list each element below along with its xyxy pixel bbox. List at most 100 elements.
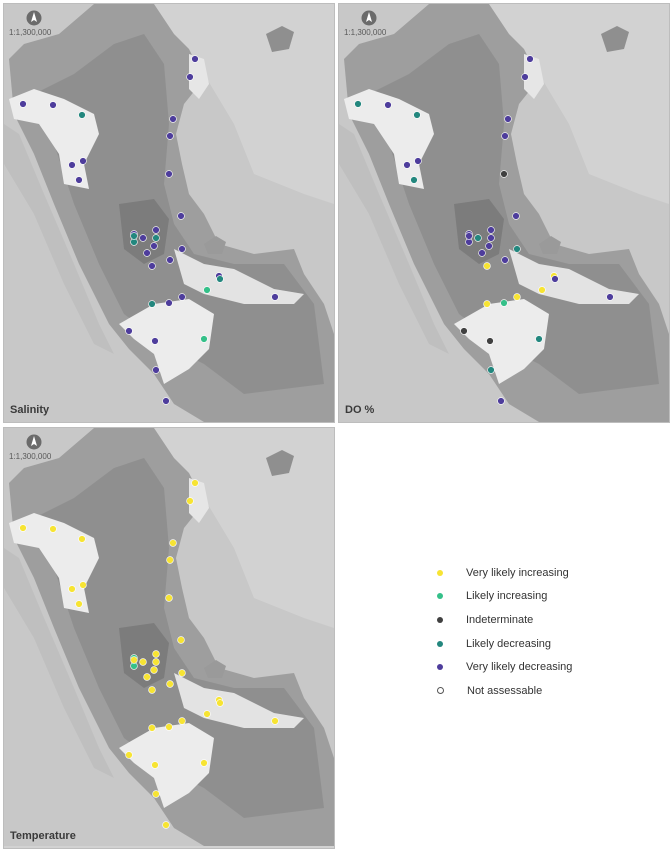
- site-marker[interactable]: [152, 234, 160, 242]
- site-marker[interactable]: [501, 256, 509, 264]
- north-arrow-icon: [26, 434, 42, 450]
- site-marker[interactable]: [78, 535, 86, 543]
- site-marker[interactable]: [152, 366, 160, 374]
- site-marker[interactable]: [148, 262, 156, 270]
- site-marker[interactable]: [497, 397, 505, 405]
- site-marker[interactable]: [169, 115, 177, 123]
- site-marker[interactable]: [384, 101, 392, 109]
- site-marker[interactable]: [148, 300, 156, 308]
- site-marker[interactable]: [78, 111, 86, 119]
- site-marker[interactable]: [68, 585, 76, 593]
- site-marker[interactable]: [487, 234, 495, 242]
- site-marker[interactable]: [75, 600, 83, 608]
- site-marker[interactable]: [403, 161, 411, 169]
- site-marker[interactable]: [216, 699, 224, 707]
- site-marker[interactable]: [79, 581, 87, 589]
- site-marker[interactable]: [460, 327, 468, 335]
- site-marker[interactable]: [177, 212, 185, 220]
- site-marker[interactable]: [200, 759, 208, 767]
- site-marker[interactable]: [130, 656, 138, 664]
- site-marker[interactable]: [19, 524, 27, 532]
- panel-title: Temperature: [10, 830, 76, 842]
- site-marker[interactable]: [49, 101, 57, 109]
- legend-label: Very likely increasing: [466, 566, 569, 579]
- site-marker[interactable]: [148, 724, 156, 732]
- site-marker[interactable]: [166, 132, 174, 140]
- site-marker[interactable]: [410, 176, 418, 184]
- site-marker[interactable]: [474, 234, 482, 242]
- site-marker[interactable]: [200, 335, 208, 343]
- site-marker[interactable]: [203, 286, 211, 294]
- site-marker[interactable]: [191, 55, 199, 63]
- site-marker[interactable]: [143, 673, 151, 681]
- site-marker[interactable]: [513, 293, 521, 301]
- site-marker[interactable]: [606, 293, 614, 301]
- site-marker[interactable]: [191, 479, 199, 487]
- site-marker[interactable]: [512, 212, 520, 220]
- gulf-island: [204, 236, 226, 254]
- site-marker[interactable]: [143, 249, 151, 257]
- site-marker[interactable]: [139, 234, 147, 242]
- site-marker[interactable]: [203, 710, 211, 718]
- site-marker[interactable]: [483, 262, 491, 270]
- site-marker[interactable]: [79, 157, 87, 165]
- site-marker[interactable]: [178, 717, 186, 725]
- site-marker[interactable]: [152, 658, 160, 666]
- site-marker[interactable]: [483, 300, 491, 308]
- site-marker[interactable]: [139, 658, 147, 666]
- site-marker[interactable]: [125, 751, 133, 759]
- site-marker[interactable]: [178, 293, 186, 301]
- site-marker[interactable]: [152, 650, 160, 658]
- site-marker[interactable]: [150, 666, 158, 674]
- site-marker[interactable]: [169, 539, 177, 547]
- site-marker[interactable]: [487, 366, 495, 374]
- site-marker[interactable]: [486, 337, 494, 345]
- site-marker[interactable]: [166, 680, 174, 688]
- site-marker[interactable]: [165, 299, 173, 307]
- site-marker[interactable]: [513, 245, 521, 253]
- site-marker[interactable]: [538, 286, 546, 294]
- site-marker[interactable]: [186, 73, 194, 81]
- site-marker[interactable]: [150, 242, 158, 250]
- site-marker[interactable]: [125, 327, 133, 335]
- site-marker[interactable]: [535, 335, 543, 343]
- site-marker[interactable]: [49, 525, 57, 533]
- site-marker[interactable]: [551, 275, 559, 283]
- site-marker[interactable]: [130, 232, 138, 240]
- site-marker[interactable]: [501, 132, 509, 140]
- site-marker[interactable]: [178, 669, 186, 677]
- site-marker[interactable]: [152, 226, 160, 234]
- site-marker[interactable]: [271, 717, 279, 725]
- site-marker[interactable]: [354, 100, 362, 108]
- site-marker[interactable]: [178, 245, 186, 253]
- site-marker[interactable]: [151, 761, 159, 769]
- site-marker[interactable]: [216, 275, 224, 283]
- site-marker[interactable]: [162, 821, 170, 829]
- site-marker[interactable]: [166, 256, 174, 264]
- site-marker[interactable]: [521, 73, 529, 81]
- site-marker[interactable]: [177, 636, 185, 644]
- site-marker[interactable]: [504, 115, 512, 123]
- site-marker[interactable]: [162, 397, 170, 405]
- site-marker[interactable]: [186, 497, 194, 505]
- site-marker[interactable]: [500, 299, 508, 307]
- site-marker[interactable]: [465, 232, 473, 240]
- site-marker[interactable]: [500, 170, 508, 178]
- site-marker[interactable]: [271, 293, 279, 301]
- site-marker[interactable]: [165, 594, 173, 602]
- site-marker[interactable]: [526, 55, 534, 63]
- site-marker[interactable]: [414, 157, 422, 165]
- site-marker[interactable]: [166, 556, 174, 564]
- site-marker[interactable]: [152, 790, 160, 798]
- site-marker[interactable]: [75, 176, 83, 184]
- site-marker[interactable]: [478, 249, 486, 257]
- site-marker[interactable]: [165, 723, 173, 731]
- site-marker[interactable]: [148, 686, 156, 694]
- site-marker[interactable]: [151, 337, 159, 345]
- site-marker[interactable]: [19, 100, 27, 108]
- site-marker[interactable]: [165, 170, 173, 178]
- site-marker[interactable]: [487, 226, 495, 234]
- site-marker[interactable]: [413, 111, 421, 119]
- site-marker[interactable]: [485, 242, 493, 250]
- site-marker[interactable]: [68, 161, 76, 169]
